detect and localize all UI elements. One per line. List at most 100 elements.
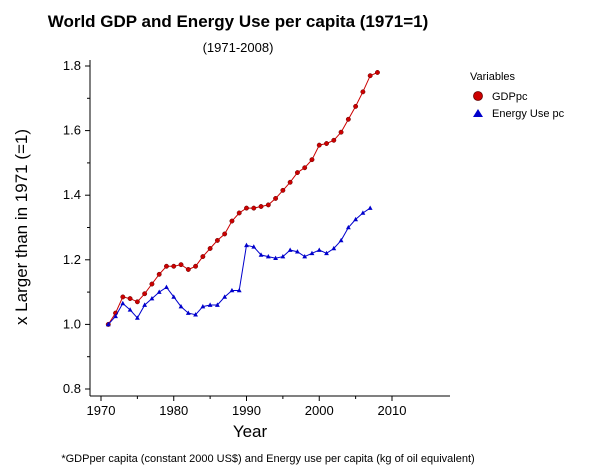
data-point-energy-use-pc: [265, 253, 271, 259]
data-point-energy-use-pc: [113, 313, 118, 319]
data-point-energy-use-pc: [127, 307, 133, 312]
data-point-gdppc: [265, 202, 271, 208]
data-point-gdppc: [193, 263, 199, 269]
data-point-energy-use-pc: [273, 255, 278, 260]
y-tick-label: 1.6: [63, 123, 81, 138]
legend: Variables GDPpc Energy Use pc: [470, 71, 565, 120]
data-point-energy-use-pc: [193, 312, 198, 317]
chart-title: World GDP and Energy Use per capita (197…: [48, 12, 429, 31]
data-point-energy-use-pc: [236, 287, 242, 293]
data-point-energy-use-pc: [185, 310, 191, 315]
series-line-gdppc: [107, 72, 378, 325]
x-tick-label: 2010: [378, 403, 407, 418]
data-point-gdppc: [120, 294, 126, 300]
data-point-energy-use-pc: [207, 302, 213, 307]
data-point-energy-use-pc: [258, 252, 264, 257]
data-point-gdppc: [134, 299, 140, 305]
legend-marker-energy-icon: [473, 109, 483, 117]
y-axis-label: x Larger than in 1971 (=1): [12, 129, 31, 325]
data-point-gdppc: [178, 262, 184, 268]
y-tick-label: 1.4: [63, 187, 81, 202]
data-point-gdppc: [338, 129, 344, 135]
data-point-gdppc: [287, 179, 293, 185]
data-point-energy-use-pc: [287, 247, 293, 252]
legend-label-energy: Energy Use pc: [492, 108, 565, 120]
data-point-energy-use-pc: [156, 289, 162, 294]
data-point-energy-use-pc: [331, 245, 337, 251]
x-axis-label: Year: [233, 422, 268, 441]
data-point-gdppc: [200, 254, 206, 260]
legend-title: Variables: [470, 71, 516, 83]
data-point-energy-use-pc: [316, 247, 322, 252]
data-point-gdppc: [360, 89, 366, 95]
data-point-energy-use-pc: [149, 295, 155, 301]
data-point-energy-use-pc: [338, 237, 344, 243]
data-point-energy-use-pc: [200, 304, 206, 309]
data-point-gdppc: [367, 73, 373, 79]
data-point-energy-use-pc: [360, 210, 366, 215]
x-tick-label: 1970: [87, 403, 116, 418]
data-point-energy-use-pc: [120, 300, 126, 306]
data-point-gdppc: [244, 205, 249, 211]
data-point-gdppc: [229, 218, 235, 224]
chart-subtitle: (1971-2008): [203, 40, 274, 55]
data-point-gdppc: [127, 296, 133, 302]
series-line-energy-use-pc: [107, 207, 371, 325]
data-point-energy-use-pc: [164, 284, 169, 290]
y-tick-label: 1.0: [63, 316, 81, 331]
data-point-gdppc: [222, 231, 228, 237]
data-point-gdppc: [331, 137, 337, 143]
data-point-gdppc: [353, 103, 359, 109]
x-tick-label: 2000: [305, 403, 334, 418]
data-point-gdppc: [164, 263, 169, 269]
data-point-gdppc: [251, 205, 257, 211]
data-point-energy-use-pc: [251, 244, 257, 249]
data-point-gdppc: [294, 170, 300, 176]
data-point-energy-use-pc: [178, 304, 184, 309]
data-point-energy-use-pc: [215, 302, 220, 307]
series-layer: [105, 70, 380, 327]
data-point-gdppc: [214, 237, 220, 243]
data-point-energy-use-pc: [302, 253, 308, 259]
data-point-gdppc: [273, 195, 279, 201]
legend-marker-gdppc-icon: [473, 91, 483, 101]
data-point-gdppc: [302, 165, 308, 171]
data-point-energy-use-pc: [222, 294, 228, 299]
data-point-energy-use-pc: [295, 249, 300, 254]
data-point-gdppc: [345, 116, 351, 122]
x-tick-label: 1990: [232, 403, 261, 418]
data-point-gdppc: [156, 271, 162, 277]
data-point-gdppc: [149, 281, 155, 287]
data-point-gdppc: [236, 210, 242, 216]
data-point-energy-use-pc: [134, 315, 140, 320]
x-tick-label: 1980: [159, 403, 188, 418]
data-point-gdppc: [375, 70, 380, 75]
data-point-energy-use-pc: [244, 242, 249, 248]
data-point-gdppc: [207, 246, 213, 251]
data-point-energy-use-pc: [229, 287, 235, 293]
footnote: *GDPper capita (constant 2000 US$) and E…: [61, 453, 474, 465]
data-point-gdppc: [258, 204, 264, 209]
data-point-energy-use-pc: [280, 253, 286, 259]
data-point-gdppc: [316, 142, 322, 148]
y-tick-label: 1.8: [63, 58, 81, 73]
data-point-gdppc: [309, 157, 315, 163]
data-point-energy-use-pc: [309, 250, 315, 256]
y-tick-label: 0.8: [63, 381, 81, 396]
data-point-energy-use-pc: [353, 216, 359, 222]
data-point-gdppc: [171, 263, 177, 269]
data-point-gdppc: [280, 187, 286, 193]
x-axis-ticks: 1970 1980 1990 2000 2010: [87, 396, 407, 418]
data-point-energy-use-pc: [367, 205, 373, 210]
data-point-energy-use-pc: [142, 302, 148, 307]
plot-frame: [89, 60, 450, 397]
y-axis-ticks: 0.8 1.0 1.2 1.4 1.6 1.8: [63, 58, 90, 396]
data-point-gdppc: [142, 291, 148, 297]
data-point-gdppc: [185, 267, 191, 272]
data-point-energy-use-pc: [105, 321, 111, 327]
y-tick-label: 1.2: [63, 252, 81, 267]
legend-label-gdppc: GDPpc: [492, 91, 528, 103]
data-point-energy-use-pc: [345, 224, 351, 230]
data-point-energy-use-pc: [324, 250, 329, 256]
